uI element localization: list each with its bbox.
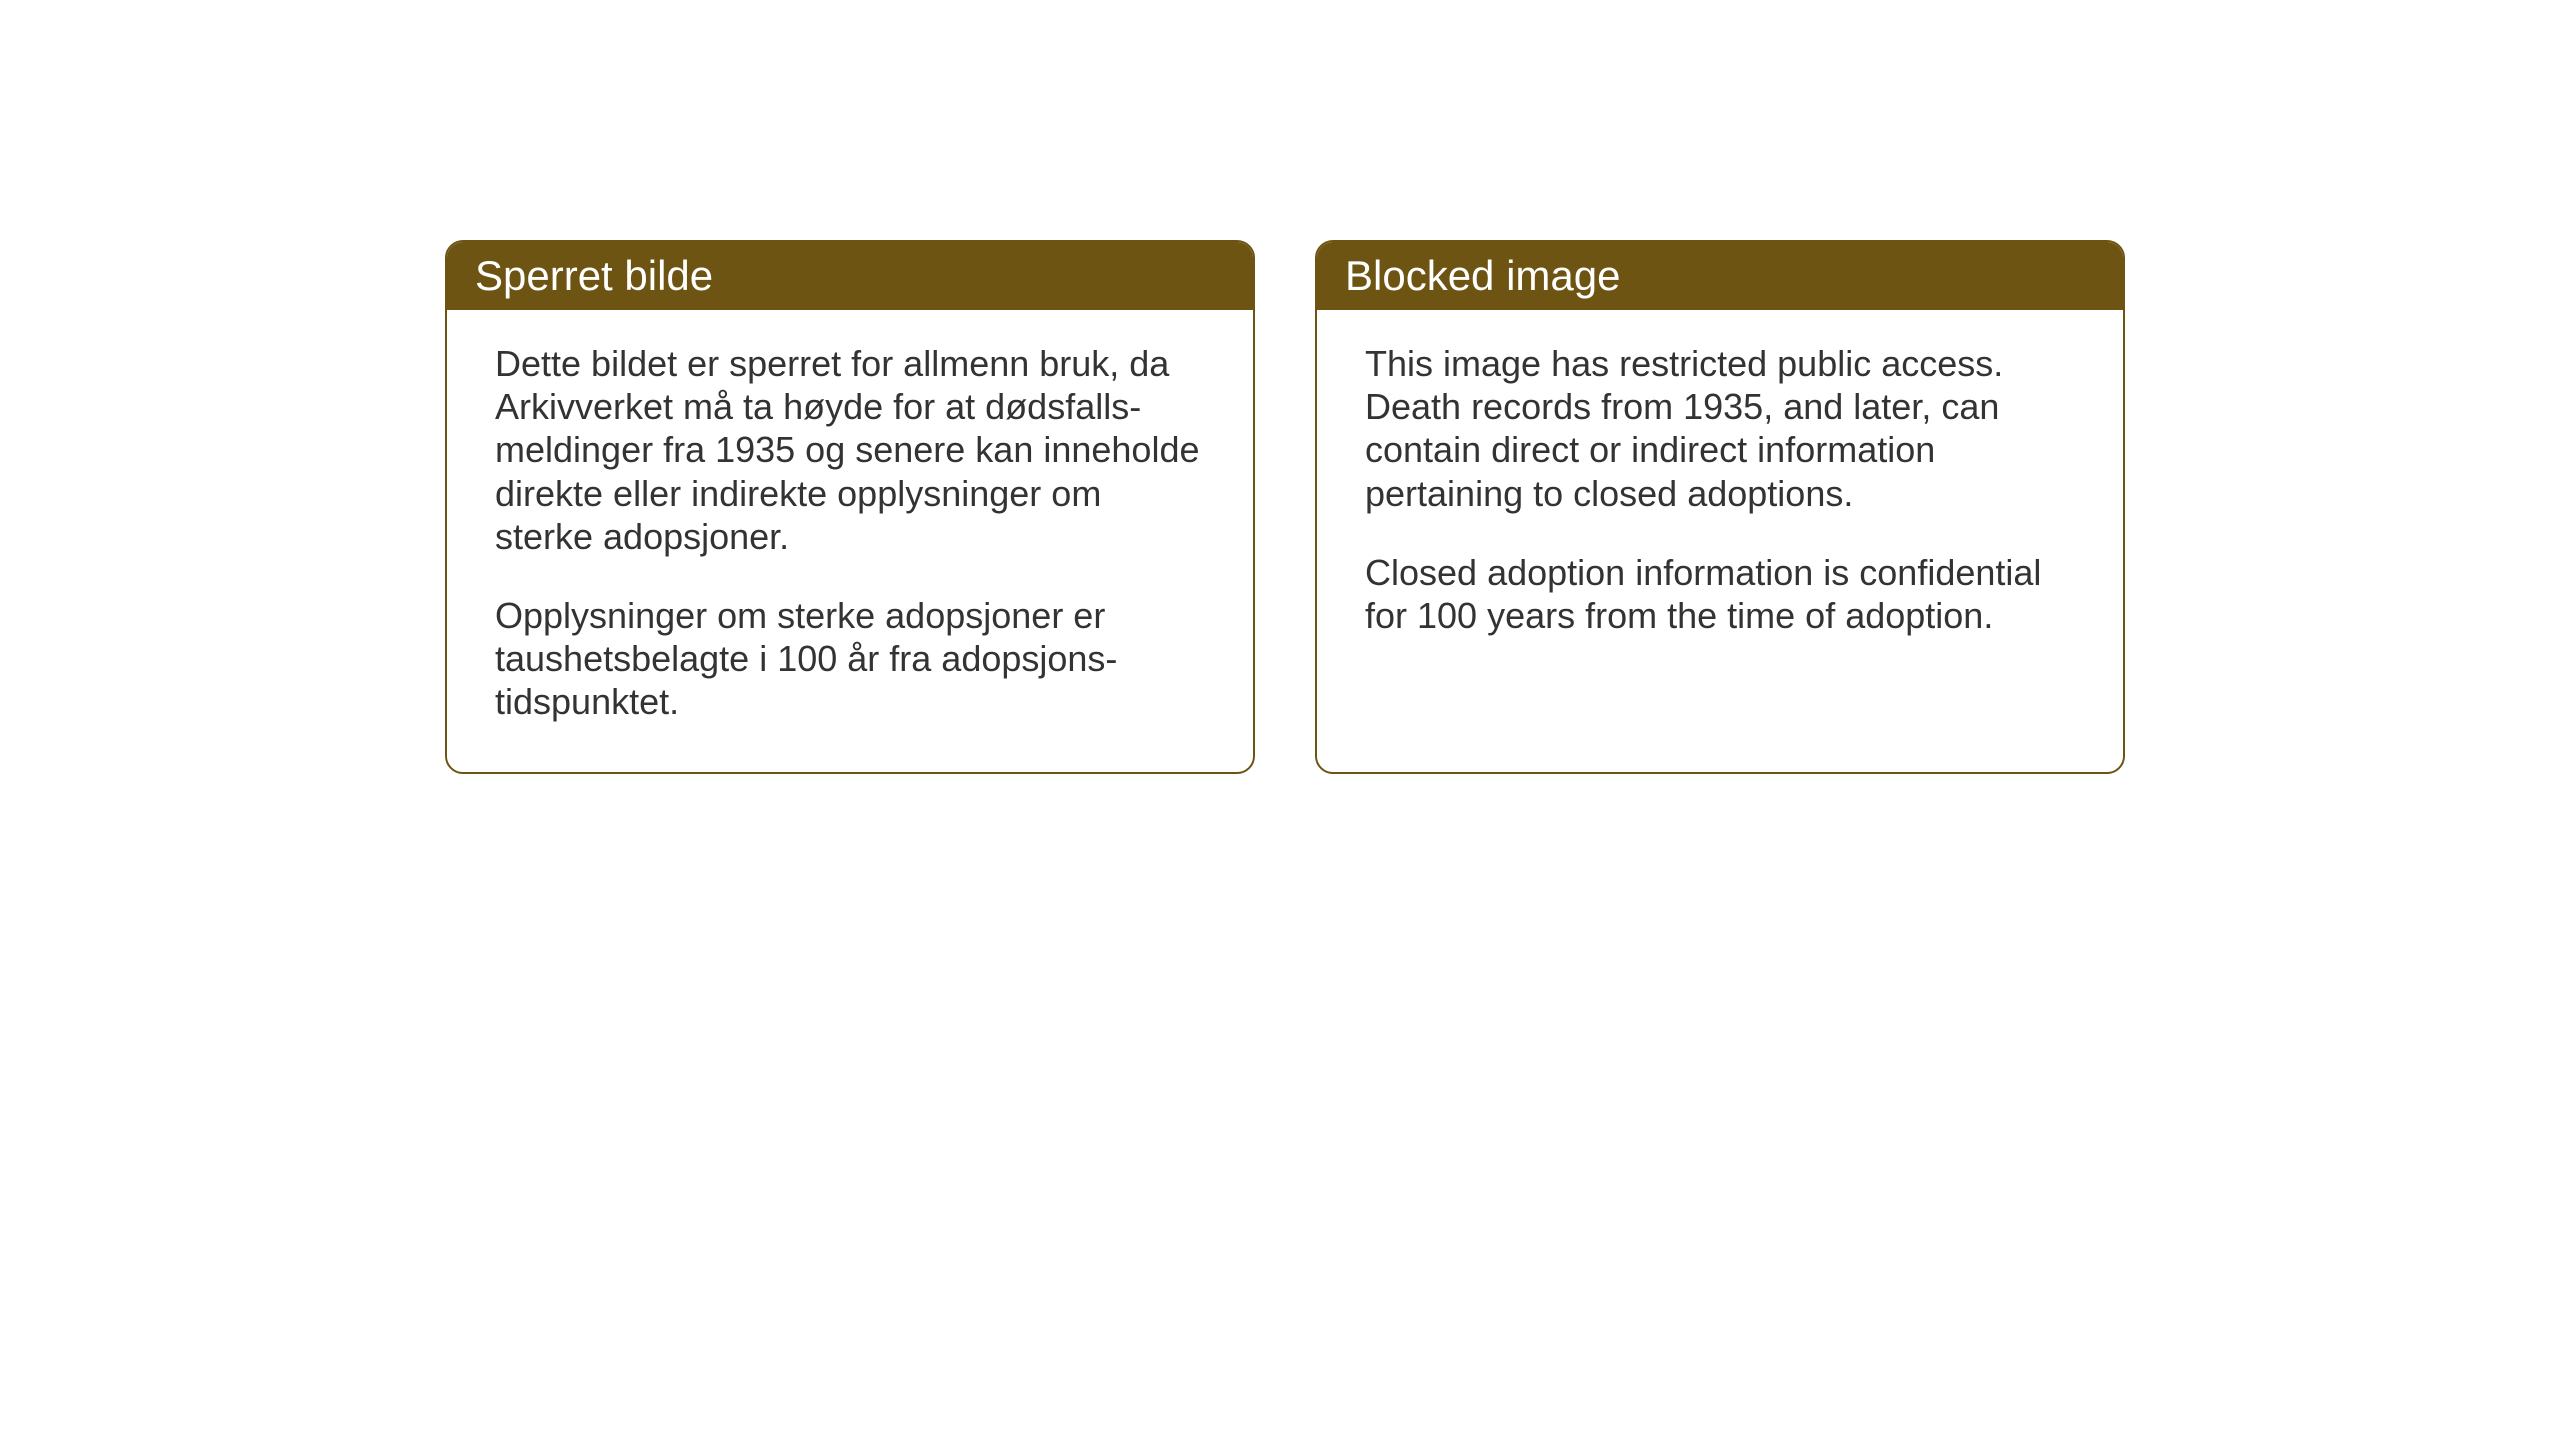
notice-paragraph-1-english: This image has restricted public access.… — [1365, 342, 2075, 515]
notice-paragraph-2-norwegian: Opplysninger om sterke adopsjoner er tau… — [495, 594, 1205, 724]
notice-container: Sperret bilde Dette bildet er sperret fo… — [445, 240, 2125, 774]
notice-title-norwegian: Sperret bilde — [475, 252, 713, 299]
notice-body-norwegian: Dette bildet er sperret for allmenn bruk… — [447, 310, 1253, 772]
notice-header-english: Blocked image — [1317, 242, 2123, 310]
notice-paragraph-1-norwegian: Dette bildet er sperret for allmenn bruk… — [495, 342, 1205, 558]
notice-paragraph-2-english: Closed adoption information is confident… — [1365, 551, 2075, 637]
notice-card-english: Blocked image This image has restricted … — [1315, 240, 2125, 774]
notice-card-norwegian: Sperret bilde Dette bildet er sperret fo… — [445, 240, 1255, 774]
notice-title-english: Blocked image — [1345, 252, 1620, 299]
notice-body-english: This image has restricted public access.… — [1317, 310, 2123, 685]
notice-header-norwegian: Sperret bilde — [447, 242, 1253, 310]
